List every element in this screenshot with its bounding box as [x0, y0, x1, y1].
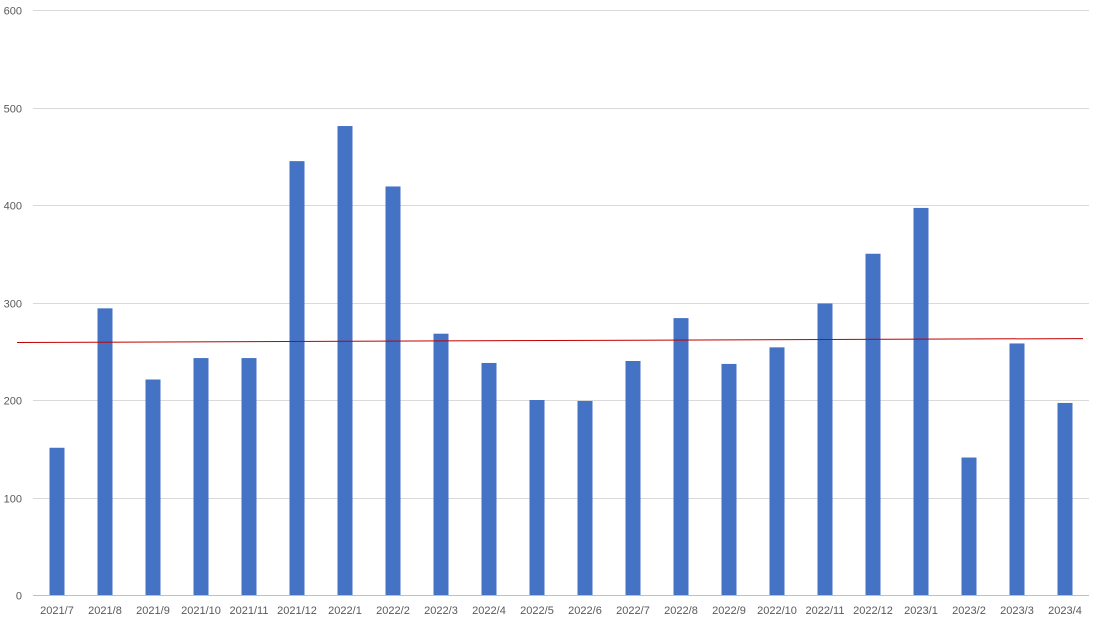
bar — [289, 161, 305, 596]
x-tick-label: 2022/1 — [328, 605, 362, 617]
x-tick-label: 2022/6 — [568, 605, 602, 617]
trendline — [16, 338, 1084, 343]
bar — [961, 457, 977, 595]
bar — [97, 308, 113, 595]
bar — [721, 363, 737, 595]
x-tick-label: 2022/3 — [424, 605, 458, 617]
bar — [913, 207, 929, 595]
x-axis-ticks: 2021/7 2021/8 2021/9 2021/10 2021/11 2021/12 2… — [40, 605, 1082, 617]
bar — [433, 333, 449, 595]
x-tick-label: 2022/8 — [664, 605, 698, 617]
x-tick-label: 2021/7 — [40, 605, 74, 617]
bar — [577, 400, 593, 595]
y-tick-label: 500 — [4, 104, 22, 116]
bar — [529, 400, 545, 595]
bar — [193, 358, 209, 595]
x-tick-label: 2021/8 — [88, 605, 122, 617]
bar — [385, 186, 401, 595]
x-tick-label: 2021/9 — [136, 605, 170, 617]
y-axis-ticks: 0 100 200 300 400 500 600 — [4, 6, 22, 603]
bar — [673, 318, 689, 595]
x-tick-label: 2022/9 — [712, 605, 746, 617]
bar — [1057, 402, 1073, 595]
bar — [145, 379, 161, 595]
y-tick-label: 300 — [4, 299, 22, 311]
bar — [337, 126, 353, 595]
x-tick-label: 2022/4 — [472, 605, 506, 617]
x-tick-label: 2022/5 — [520, 605, 554, 617]
x-tick-label: 2022/11 — [806, 605, 845, 617]
x-tick-label: 2023/4 — [1048, 605, 1082, 617]
x-tick-label: 2022/2 — [376, 605, 410, 617]
y-tick-label: 0 — [16, 591, 22, 603]
trendline-group — [16, 338, 1084, 343]
bar — [769, 347, 785, 595]
gridlines — [33, 10, 1089, 596]
bar — [817, 303, 833, 595]
x-tick-label: 2021/12 — [277, 605, 317, 617]
y-tick-label: 400 — [4, 201, 22, 213]
bars — [49, 126, 1073, 596]
bar — [49, 447, 65, 595]
x-tick-label: 2021/10 — [181, 605, 221, 617]
bar — [241, 358, 257, 595]
x-tick-label: 2021/11 — [230, 605, 269, 617]
x-tick-label: 2023/1 — [904, 605, 938, 617]
y-tick-label: 200 — [4, 396, 22, 408]
x-tick-label: 2023/3 — [1000, 605, 1034, 617]
bar — [625, 361, 641, 595]
y-tick-label: 600 — [4, 6, 22, 18]
bar — [865, 253, 881, 595]
x-tick-label: 2023/2 — [952, 605, 986, 617]
x-tick-label: 2022/12 — [853, 605, 893, 617]
y-tick-label: 100 — [4, 494, 22, 506]
bar — [481, 362, 497, 595]
x-tick-label: 2022/7 — [616, 605, 650, 617]
x-tick-label: 2022/10 — [757, 605, 797, 617]
bar — [1009, 343, 1025, 595]
